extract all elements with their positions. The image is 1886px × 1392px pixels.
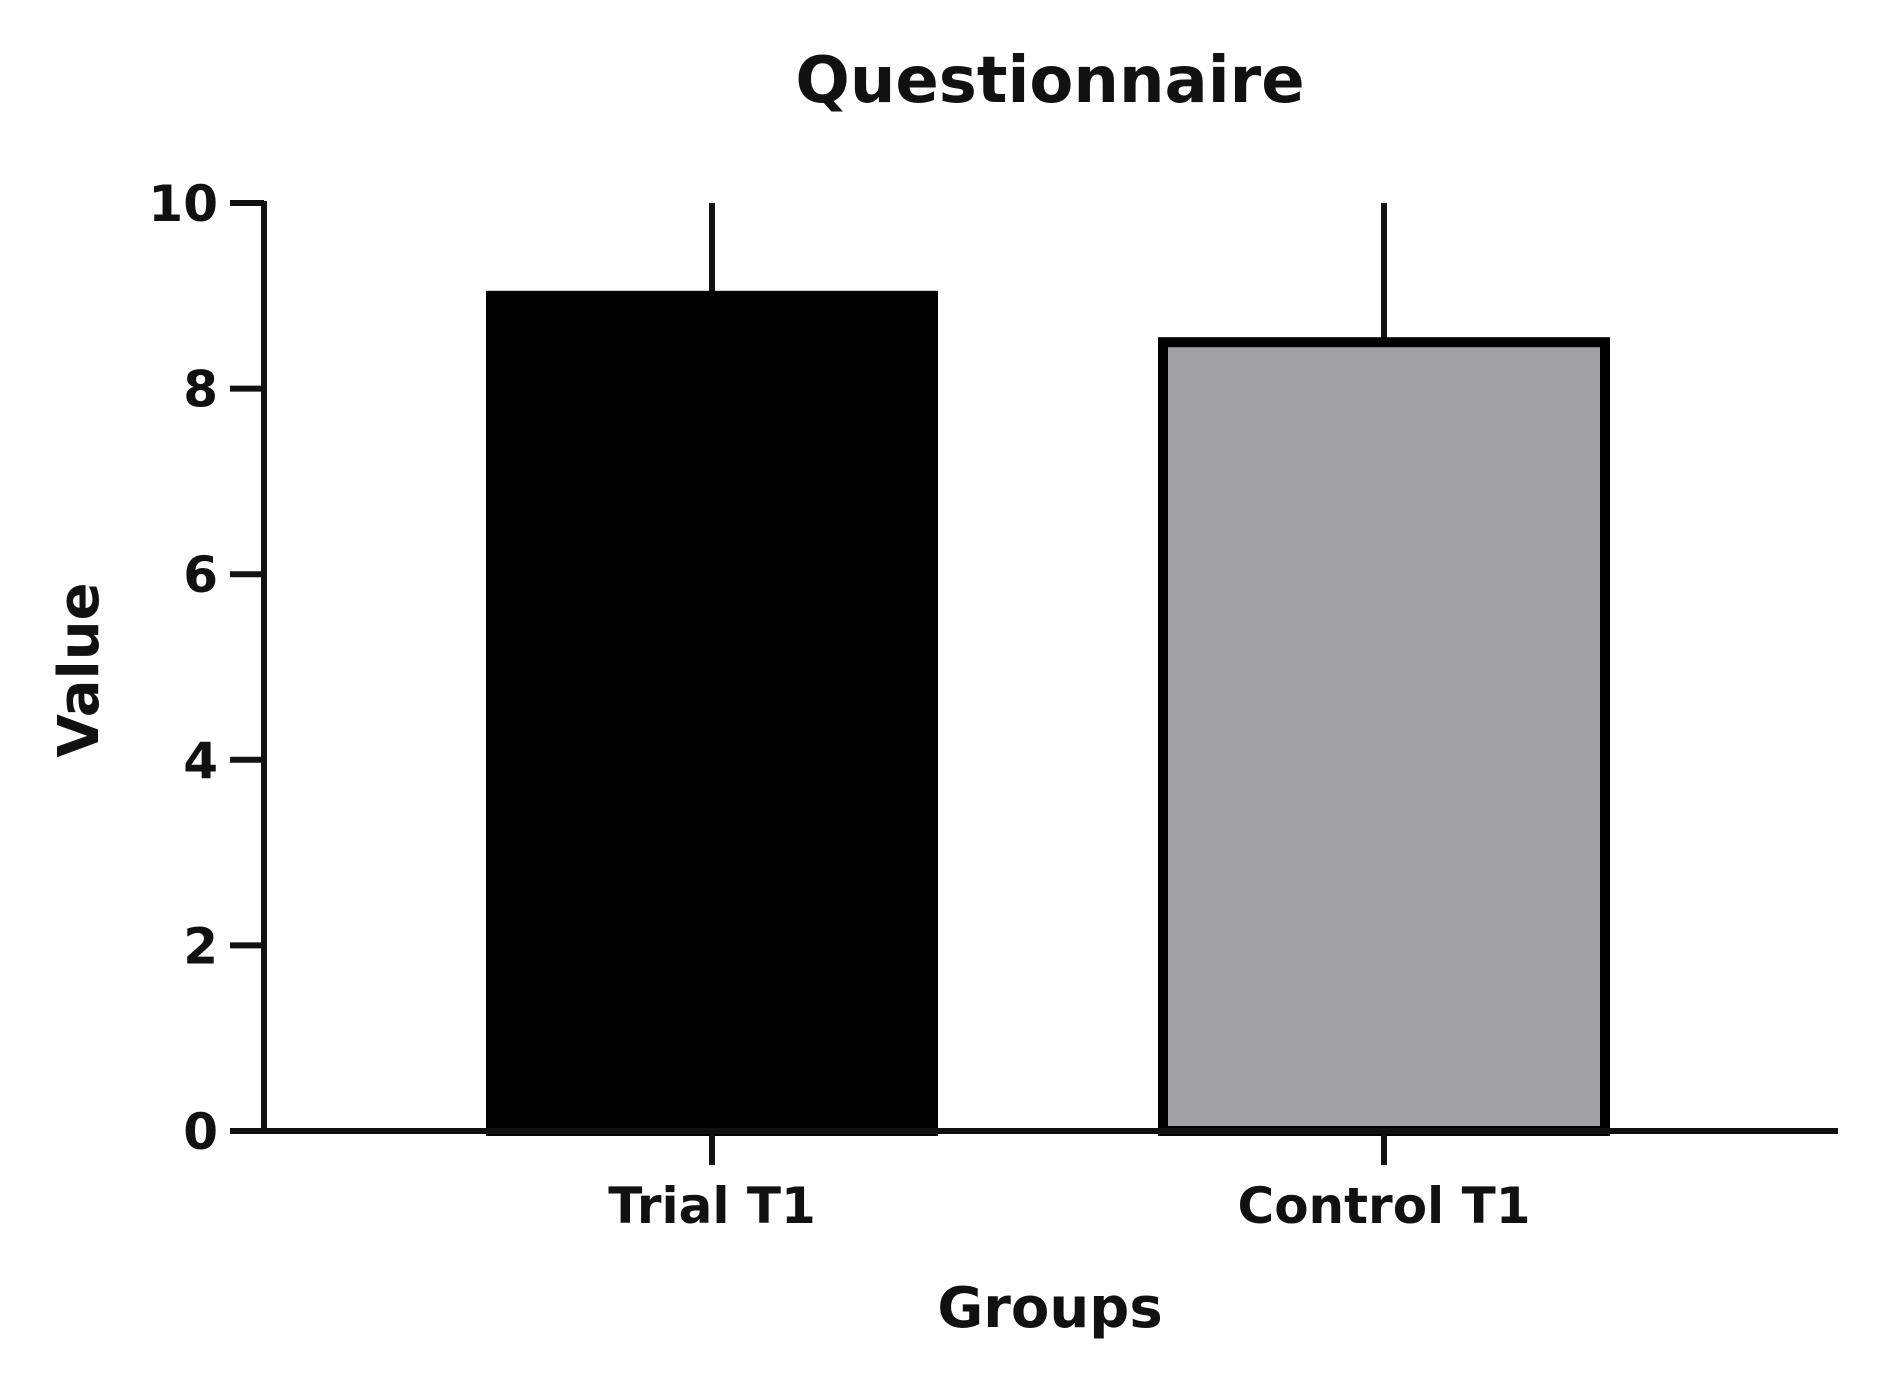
x-axis: Trial T1 Control T1 [230, 1128, 1838, 1235]
y-tick-label: 0 [183, 1103, 218, 1161]
y-tick-label: 6 [183, 546, 218, 604]
bars [486, 203, 1610, 1136]
y-tick-label: 10 [148, 175, 218, 233]
chart-title: Questionnaire [795, 44, 1304, 118]
y-axis-title: Value [47, 582, 112, 757]
x-tick-label: Control T1 [1238, 1177, 1531, 1235]
y-tick-label: 8 [183, 361, 218, 419]
bar-control-t1 [1158, 337, 1610, 1136]
x-axis-title: Groups [937, 1276, 1162, 1341]
bar-trial-t1 [486, 290, 938, 1136]
y-tick-label: 4 [183, 732, 218, 790]
y-tick-label: 2 [183, 917, 218, 975]
y-axis: 0 2 4 6 8 10 [148, 175, 267, 1161]
x-tick-label: Trial T1 [608, 1177, 816, 1235]
